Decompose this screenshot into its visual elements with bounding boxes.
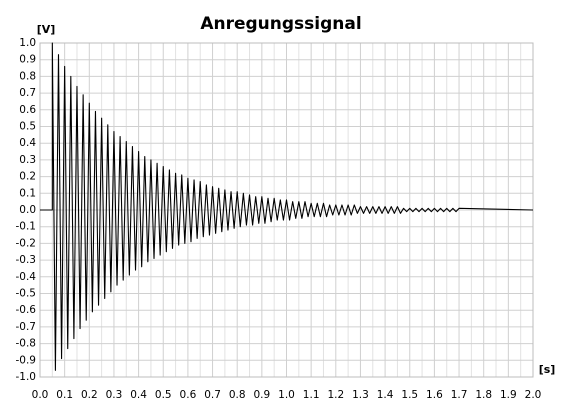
- y-tick-label: 0.7: [19, 87, 36, 99]
- y-tick-label: -0.5: [16, 288, 37, 300]
- signal-line: [40, 42, 534, 371]
- chart-title: Anregungssignal: [200, 14, 361, 34]
- x-axis-label: [s]: [539, 363, 556, 376]
- y-axis-label: [V]: [37, 23, 56, 36]
- y-tick-label: -0.2: [16, 237, 37, 249]
- y-tick-label: -0.4: [16, 271, 37, 283]
- x-tick-label: 0.4: [130, 389, 147, 401]
- x-tick-label: 0.0: [32, 389, 49, 401]
- y-tick-label: 0.1: [19, 187, 36, 199]
- x-tick-label: 1.9: [500, 389, 517, 401]
- x-tick-label: 0.5: [155, 389, 172, 401]
- y-tick-label: 0.4: [19, 137, 36, 149]
- y-tick-label: -1.0: [16, 371, 37, 383]
- y-tick-label: -0.6: [16, 304, 37, 316]
- x-tick-label: 1.5: [401, 389, 418, 401]
- x-tick-label: 1.6: [426, 389, 443, 401]
- x-tick-label: 1.4: [377, 389, 394, 401]
- y-tick-label: 0.0: [19, 204, 36, 216]
- x-tick-label: 1.0: [278, 389, 295, 401]
- y-tick-label: 0.3: [19, 154, 36, 166]
- x-tick-label: 0.9: [253, 389, 270, 401]
- y-tick-label: 0.6: [19, 104, 36, 116]
- x-tick-label: 1.3: [352, 389, 369, 401]
- y-tick-label: -0.8: [16, 338, 37, 350]
- x-tick-label: 0.3: [106, 389, 123, 401]
- x-tick-label: 1.8: [475, 389, 492, 401]
- y-tick-label: 0.8: [19, 70, 36, 82]
- y-tick-label: 0.2: [19, 171, 36, 183]
- x-tick-label: 1.1: [303, 389, 320, 401]
- x-tick-label: 2.0: [525, 389, 542, 401]
- x-tick-label: 0.8: [229, 389, 246, 401]
- x-tick-label: 0.6: [180, 389, 197, 401]
- x-tick-label: 0.2: [81, 389, 98, 401]
- y-tick-label: 1.0: [19, 37, 36, 49]
- x-tick-label: 1.2: [327, 389, 344, 401]
- x-tick-label: 0.1: [56, 389, 73, 401]
- y-tick-label: 0.9: [19, 54, 36, 66]
- y-tick-label: -0.1: [16, 221, 37, 233]
- y-tick-label: -0.3: [16, 254, 37, 266]
- y-tick-label: 0.5: [19, 121, 36, 133]
- x-tick-label: 1.7: [451, 389, 468, 401]
- y-tick-label: -0.9: [16, 354, 37, 366]
- x-tick-label: 0.7: [204, 389, 221, 401]
- y-tick-label: -0.7: [16, 321, 37, 333]
